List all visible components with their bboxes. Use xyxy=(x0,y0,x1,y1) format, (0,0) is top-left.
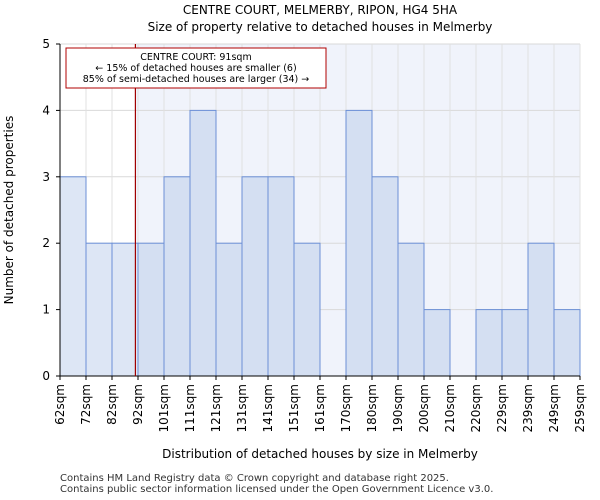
x-tick-label: 82sqm xyxy=(105,384,119,425)
y-tick-label: 3 xyxy=(42,170,50,184)
annotation-line-3: 85% of semi-detached houses are larger (… xyxy=(83,74,310,85)
y-tick-label: 0 xyxy=(42,369,50,383)
bar xyxy=(241,176,269,377)
x-tick-label: 72sqm xyxy=(79,384,93,425)
y-axis-label: Number of detached properties xyxy=(2,116,16,305)
bar xyxy=(85,242,113,377)
bar xyxy=(345,109,373,377)
bars-layer xyxy=(59,109,581,377)
chart: CENTRE COURT, MELMERBY, RIPON, HG4 5HA S… xyxy=(2,3,587,461)
bar xyxy=(371,176,399,377)
bar xyxy=(163,176,191,377)
bar xyxy=(423,309,451,377)
bar xyxy=(397,242,425,377)
bar xyxy=(189,109,217,377)
x-tick-label: 239sqm xyxy=(521,384,535,432)
x-tick-label: 131sqm xyxy=(235,384,249,432)
bar xyxy=(59,176,87,377)
x-tick-label: 101sqm xyxy=(157,384,171,432)
x-tick-label: 170sqm xyxy=(339,384,353,432)
bar xyxy=(111,242,139,377)
bar xyxy=(267,176,295,377)
x-tick-label: 220sqm xyxy=(469,384,483,432)
x-tick-label: 151sqm xyxy=(287,384,301,432)
y-tick-label: 1 xyxy=(42,303,50,317)
x-tick-label: 200sqm xyxy=(417,384,431,432)
annotation-line-1: CENTRE COURT: 91sqm xyxy=(140,52,251,63)
chart-title: CENTRE COURT, MELMERBY, RIPON, HG4 5HA xyxy=(183,3,458,17)
x-axis-label: Distribution of detached houses by size … xyxy=(162,447,478,461)
x-tick-label: 111sqm xyxy=(183,384,197,432)
footer: Contains HM Land Registry data © Crown c… xyxy=(60,473,493,495)
ticks-layer: 0 1 2 3 4 5 62sqm 72sqm 82sqm 92sqm 101sqm 111sqm 12… xyxy=(42,37,587,432)
x-tick-label: 259sqm xyxy=(573,384,587,432)
x-tick-label: 161sqm xyxy=(313,384,327,432)
bar xyxy=(137,242,165,377)
bar xyxy=(553,309,581,377)
bar xyxy=(293,242,321,377)
x-tick-label: 249sqm xyxy=(547,384,561,432)
annotation-box xyxy=(65,47,327,89)
x-tick-label: 229sqm xyxy=(495,384,509,432)
bar xyxy=(475,309,503,377)
bar xyxy=(527,242,555,377)
annotation-line-2: ← 15% of detached houses are smaller (6) xyxy=(95,63,296,74)
marker-layer: CENTRE COURT: 91sqm← 15% of detached hou… xyxy=(65,44,327,376)
chart-subtitle: Size of property relative to detached ho… xyxy=(148,20,493,34)
y-tick-label: 2 xyxy=(42,236,50,250)
bar xyxy=(501,309,529,377)
x-tick-label: 180sqm xyxy=(365,384,379,432)
x-tick-label: 121sqm xyxy=(209,384,223,432)
bar xyxy=(215,242,243,377)
x-tick-label: 210sqm xyxy=(443,384,457,432)
x-tick-label: 92sqm xyxy=(131,384,145,425)
y-tick-label: 5 xyxy=(42,37,50,51)
footer-line-2: Contains public sector information licen… xyxy=(60,484,494,495)
footer-line-1: Contains HM Land Registry data © Crown c… xyxy=(60,473,449,484)
x-tick-label: 141sqm xyxy=(261,384,275,432)
x-tick-label: 62sqm xyxy=(53,384,67,425)
y-tick-label: 4 xyxy=(42,103,50,117)
x-tick-label: 190sqm xyxy=(391,384,405,432)
